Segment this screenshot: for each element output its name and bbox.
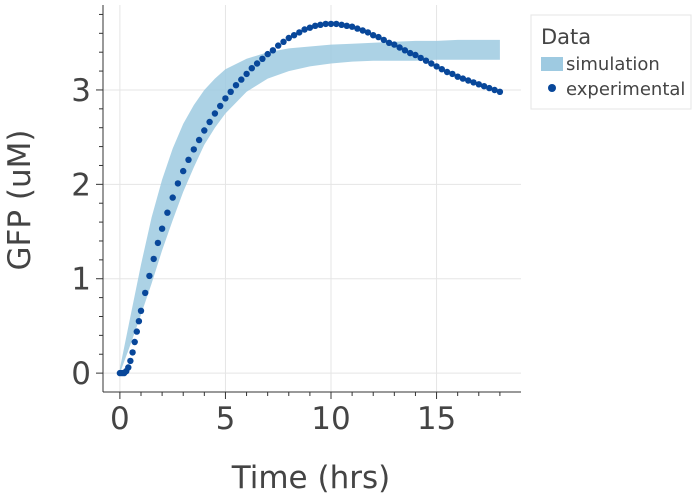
experimental-point <box>164 209 171 216</box>
tick-labels: 0 5 10 15 0 1 2 3 <box>71 73 456 437</box>
experimental-point <box>322 20 329 28</box>
experimental-point <box>407 49 414 57</box>
experimental-point <box>438 66 445 73</box>
experimental-point <box>206 118 213 126</box>
experimental-point <box>449 70 456 78</box>
x-tick-label: 15 <box>417 401 456 437</box>
experimental-point <box>296 29 303 36</box>
experimental-point <box>154 239 162 247</box>
simulation-band-group <box>119 39 500 374</box>
y-tick-label: 3 <box>71 73 91 109</box>
experimental-point <box>232 82 240 89</box>
experimental-point <box>338 21 345 28</box>
experimental-point <box>428 60 435 67</box>
simulation-band <box>119 39 500 374</box>
experimental-point <box>301 26 308 33</box>
legend-label-simulation: simulation <box>566 54 660 75</box>
experimental-point <box>264 50 271 58</box>
experimental-point <box>290 32 298 39</box>
legend: Data simulation experimental <box>530 14 692 110</box>
x-axis-title: Time (hrs) <box>231 460 390 496</box>
axes <box>96 5 521 399</box>
experimental-point <box>496 88 504 96</box>
experimental-point <box>129 349 136 356</box>
experimental-point <box>217 102 224 110</box>
y-axis-title: GFP (uM) <box>2 130 38 271</box>
experimental-point <box>174 180 182 187</box>
experimental-point <box>201 127 208 134</box>
experimental-point <box>443 68 451 76</box>
x-tick-label: 10 <box>311 401 350 437</box>
experimental-point <box>391 41 398 48</box>
experimental-point <box>238 76 245 83</box>
experimental-point <box>486 84 493 92</box>
y-tick-label: 2 <box>71 167 91 203</box>
experimental-point <box>146 272 153 280</box>
experimental-point <box>480 83 488 90</box>
experimental-point <box>422 57 430 64</box>
experimental-point <box>465 77 472 84</box>
experimental-point <box>180 167 187 175</box>
x-tick-label: 5 <box>216 401 236 437</box>
experimental-point <box>354 25 361 32</box>
experimental-point <box>280 38 287 45</box>
experimental-point <box>135 318 143 325</box>
experimental-point <box>370 32 377 39</box>
experimental-point <box>380 36 387 44</box>
experimental-point <box>227 88 234 96</box>
experimental-point <box>259 55 266 62</box>
experimental-point <box>306 24 314 31</box>
experimental-point <box>317 21 324 28</box>
experimental-point <box>364 29 372 36</box>
experimental-point <box>133 328 140 335</box>
legend-swatch-simulation <box>541 57 563 71</box>
experimental-point <box>150 255 157 263</box>
experimental-point <box>137 307 145 314</box>
experimental-point <box>459 75 467 82</box>
experimental-point <box>385 39 393 46</box>
experimental-point <box>375 33 382 41</box>
experimental-point <box>343 22 350 29</box>
experimental-point <box>412 51 419 59</box>
experimental-point <box>253 60 261 67</box>
legend-label-experimental: experimental <box>566 79 685 100</box>
experimental-point <box>433 63 440 70</box>
experimental-point <box>396 44 403 51</box>
experimental-point <box>169 194 176 201</box>
legend-marker-experimental <box>548 84 556 92</box>
experimental-points-group <box>116 20 504 377</box>
experimental-point <box>125 364 132 371</box>
x-tick-label: 0 <box>110 401 130 437</box>
experimental-point <box>333 20 340 28</box>
experimental-point <box>222 95 229 102</box>
y-tick-label: 0 <box>71 356 91 392</box>
experimental-point <box>359 27 366 34</box>
experimental-point <box>312 22 319 29</box>
experimental-point <box>348 23 356 30</box>
experimental-point <box>327 20 335 28</box>
experimental-point <box>190 146 197 153</box>
experimental-point <box>127 357 134 365</box>
experimental-point <box>285 34 292 42</box>
experimental-point <box>131 338 138 346</box>
experimental-point <box>470 79 477 86</box>
experimental-point <box>195 136 203 144</box>
experimental-point <box>158 225 166 232</box>
experimental-point <box>401 47 409 54</box>
y-tick-label: 1 <box>71 262 91 298</box>
experimental-point <box>211 110 219 117</box>
experimental-point <box>417 54 424 62</box>
experimental-point <box>269 47 277 54</box>
experimental-point <box>491 86 498 94</box>
experimental-point <box>275 42 282 49</box>
experimental-point <box>243 70 250 78</box>
legend-title: Data <box>541 25 591 49</box>
experimental-point <box>248 65 255 72</box>
experimental-point <box>185 156 192 163</box>
experimental-point <box>454 73 461 80</box>
experimental-point <box>142 289 149 297</box>
experimental-point <box>475 81 482 88</box>
